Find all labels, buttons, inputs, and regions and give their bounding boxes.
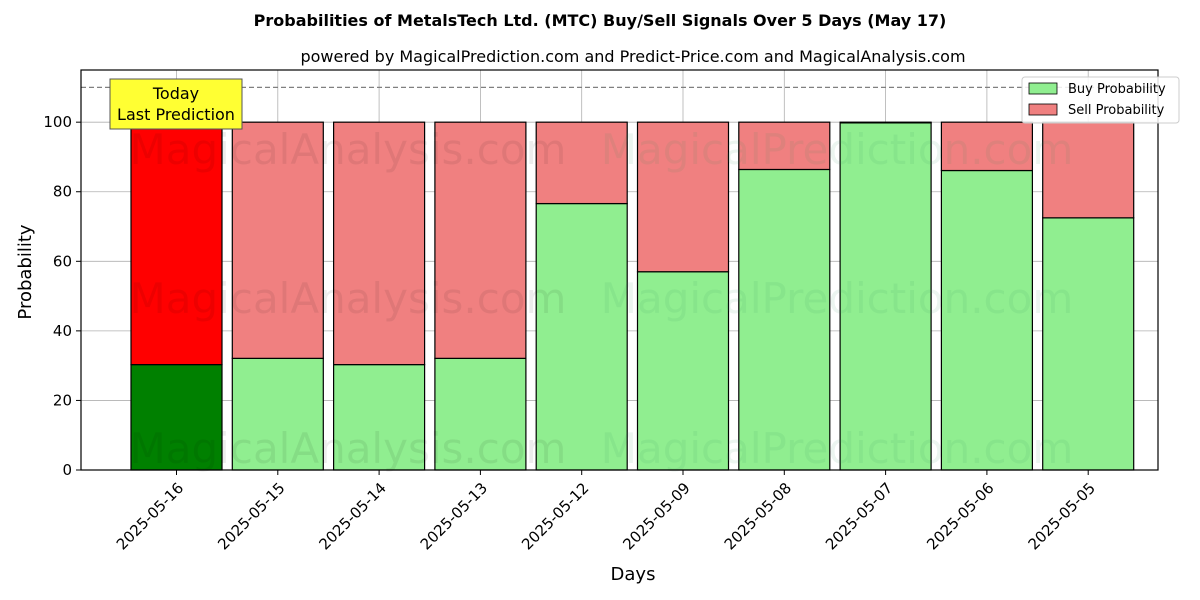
chart-subtitle: powered by MagicalPrediction.com and Pre… <box>300 47 965 66</box>
plot-frame <box>80 69 1159 471</box>
x-axis: 2025-05-16 2025-05-15 2025-05-14 2025-05-13… <box>113 470 1099 553</box>
y-tick-label: 80 <box>53 183 72 201</box>
x-tick-label: 2025-05-13 <box>417 479 491 553</box>
annotation-line-2: Last Prediction <box>117 105 235 124</box>
watermarks: MagicalAnalysis.com MagicalPrediction.com… <box>130 125 1074 473</box>
watermark-text: MagicalPrediction.com <box>601 424 1074 473</box>
bar-sell <box>434 121 527 359</box>
y-tick-label: 60 <box>53 252 72 270</box>
annotation-box <box>109 78 243 130</box>
y-tick-label: 40 <box>53 322 72 340</box>
x-tick-label: 2025-05-15 <box>214 479 288 553</box>
bar-sell <box>231 121 324 359</box>
x-tick-label: 2025-05-05 <box>1025 479 1099 553</box>
bar-buy <box>231 357 324 471</box>
bar-sell <box>636 121 730 273</box>
legend-label-buy: Buy Probability <box>1068 82 1166 97</box>
x-tick-label: 2025-05-16 <box>113 479 187 553</box>
annotation-line-1: Today <box>152 84 199 103</box>
today-annotation: Today Last Prediction <box>109 78 243 130</box>
x-axis-label: Days <box>611 564 656 585</box>
x-tick-label: 2025-05-06 <box>923 479 997 553</box>
bars <box>130 121 1135 471</box>
x-tick-label: 2025-05-08 <box>721 479 795 553</box>
legend: Buy Probability Sell Probability <box>1021 76 1180 124</box>
bar-sell <box>940 121 1034 172</box>
chart-title: Probabilities of MetalsTech Ltd. (MTC) B… <box>254 11 947 30</box>
bar-buy <box>738 168 831 471</box>
legend-box <box>1021 76 1180 124</box>
y-axis: 0 20 40 60 80 100 <box>43 113 81 479</box>
bar-buy <box>535 202 628 471</box>
bar-sell <box>1042 121 1135 219</box>
x-tick-label: 2025-05-14 <box>315 479 389 553</box>
x-tick-label: 2025-05-12 <box>518 479 592 553</box>
bar-sell <box>839 121 932 124</box>
bar-buy <box>333 364 426 471</box>
x-tick-label: 2025-05-09 <box>619 479 693 553</box>
y-tick-label: 20 <box>53 391 72 409</box>
bar-sell <box>333 121 426 366</box>
legend-swatch-buy <box>1028 82 1058 95</box>
bar-buy <box>1042 217 1135 471</box>
bar-buy <box>940 169 1034 471</box>
y-axis-label: Probability <box>15 224 36 319</box>
bar-sell <box>738 121 831 171</box>
y-tick-label: 100 <box>43 113 72 131</box>
bar-buy <box>434 357 527 471</box>
legend-swatch-sell <box>1028 103 1058 116</box>
bar-buy <box>636 271 730 471</box>
watermark-text: MagicalAnalysis.com <box>130 125 567 174</box>
watermark-text: MagicalAnalysis.com <box>130 274 567 323</box>
watermark-text: MagicalPrediction.com <box>601 125 1074 174</box>
watermark-text: MagicalAnalysis.com <box>130 424 567 473</box>
y-tick-label: 0 <box>62 461 72 479</box>
bar-sell <box>130 121 223 366</box>
x-tick-label: 2025-05-07 <box>822 479 896 553</box>
bar-sell <box>535 121 628 205</box>
legend-label-sell: Sell Probability <box>1068 103 1165 118</box>
watermark-text: MagicalPrediction.com <box>601 274 1074 323</box>
